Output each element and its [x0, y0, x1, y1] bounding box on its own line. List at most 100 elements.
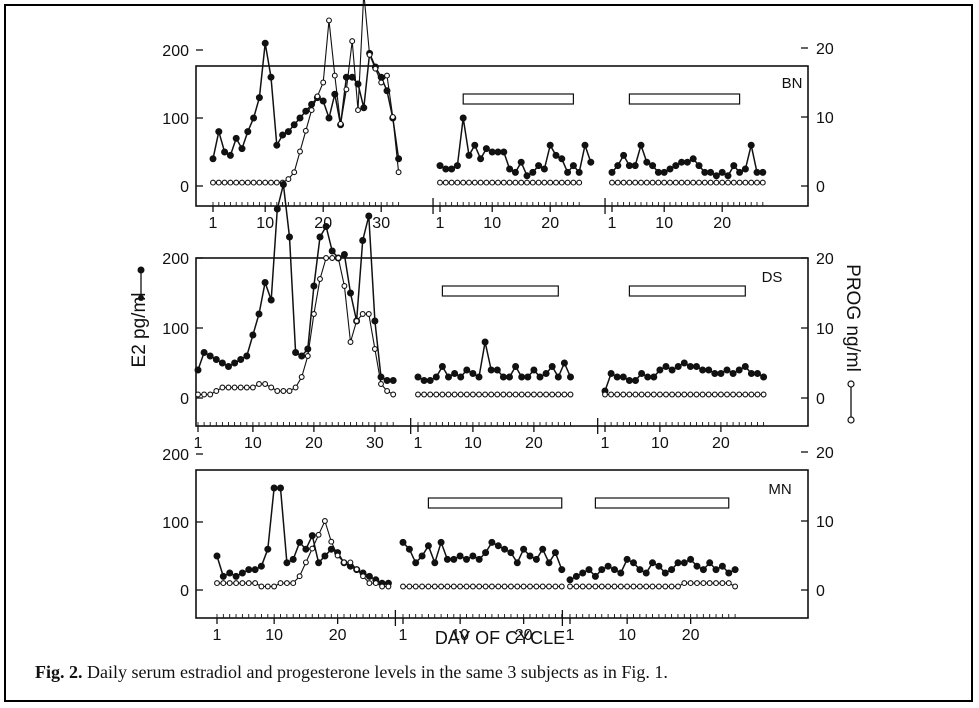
prog-point [343, 86, 350, 93]
prog-point [384, 72, 390, 79]
prog-point [291, 169, 298, 176]
e2-point [723, 366, 731, 374]
series-line [216, 487, 389, 584]
e2-point [637, 141, 645, 149]
e2-point [471, 141, 479, 149]
e2-point [500, 148, 508, 156]
e2-point [554, 373, 562, 381]
e2-point [707, 168, 715, 176]
e2-point [328, 247, 336, 255]
prog-point [748, 179, 755, 186]
e2-point [493, 366, 501, 374]
e2-point [613, 373, 621, 381]
e2-point [424, 542, 432, 550]
prog-point [546, 583, 552, 590]
left-axis-legend-mark [137, 266, 145, 301]
prog-point [719, 179, 726, 186]
prog-point [663, 391, 669, 398]
subject-label: MN [768, 481, 791, 498]
e2-point [221, 148, 229, 156]
x-tick-label: 1 [608, 215, 617, 232]
left-tick-label: 0 [180, 179, 189, 196]
e2-point [414, 373, 422, 381]
e2-point [693, 362, 701, 370]
prog-point [347, 339, 354, 345]
e2-point [672, 162, 680, 170]
prog-point [632, 179, 639, 186]
prog-point [213, 388, 220, 394]
right-axis-label-text: PROG ng/ml [842, 264, 863, 372]
x-tick-label: 10 [256, 215, 274, 232]
e2-point [420, 376, 428, 384]
panel-bn: BN 0 100 200 0 10 20 1 10 20 30 1 10 20 1 10 20 [162, 0, 834, 232]
e2-point [237, 355, 245, 363]
prog-point [328, 538, 335, 545]
prog-point [359, 311, 366, 317]
prog-point [608, 391, 615, 398]
x-tick-label: 10 [451, 627, 469, 644]
prog-point [754, 391, 761, 398]
e2-point [226, 151, 234, 159]
prog-point [201, 391, 208, 398]
e2-point [399, 538, 407, 546]
x-tick-label: 1 [436, 215, 445, 232]
x-tick-label: 20 [515, 627, 533, 644]
caption-text: Daily serum estradiol and progesterone l… [87, 662, 668, 682]
treatment-bar [594, 497, 730, 509]
prog-point [271, 583, 278, 590]
e2-point [736, 168, 744, 176]
e2-point [477, 155, 485, 163]
prog-point [463, 391, 470, 398]
x-tick-label: 20 [314, 215, 332, 232]
e2-point [730, 162, 738, 170]
prog-point [425, 583, 432, 590]
e2-point [245, 566, 253, 574]
left-axis-label: E2 pg/ml [129, 293, 150, 368]
e2-point [711, 369, 719, 377]
x-tick-label: 20 [525, 435, 543, 452]
e2-point [680, 359, 688, 367]
prog-point [469, 583, 476, 590]
e2-point [315, 559, 323, 567]
e2-point [432, 373, 440, 381]
x-tick-label: 10 [483, 215, 501, 232]
prog-point [195, 391, 201, 398]
e2-point [457, 373, 465, 381]
e2-point [699, 566, 707, 574]
e2-point [529, 168, 537, 176]
e2-point [321, 552, 329, 560]
e2-point [292, 348, 300, 356]
prog-point [215, 179, 222, 186]
prog-point [626, 391, 633, 398]
e2-point [359, 236, 367, 244]
e2-point [264, 545, 272, 553]
prog-point [482, 583, 489, 590]
series-e2 [194, 180, 768, 395]
prog-point [317, 276, 323, 282]
e2-point [383, 376, 391, 384]
e2-point [747, 369, 755, 377]
prog-point [541, 179, 548, 186]
prog-point [649, 179, 656, 186]
prog-point [315, 531, 322, 538]
e2-point [548, 362, 556, 370]
prog-point [334, 552, 341, 559]
left-tick-label: 0 [180, 391, 189, 408]
prog-point [245, 580, 252, 587]
e2-point [456, 552, 464, 560]
e2-point [200, 348, 208, 356]
e2-point [475, 555, 483, 563]
e2-point [649, 559, 657, 567]
prog-point [353, 566, 360, 573]
prog-point [256, 179, 263, 186]
e2-point [735, 366, 743, 374]
prog-point [495, 583, 502, 590]
e2-point [725, 569, 733, 577]
prog-point [264, 583, 271, 590]
e2-point [194, 366, 202, 374]
prog-point [661, 179, 668, 186]
prog-point [292, 384, 299, 391]
e2-point [261, 278, 269, 286]
e2-point [567, 373, 575, 381]
